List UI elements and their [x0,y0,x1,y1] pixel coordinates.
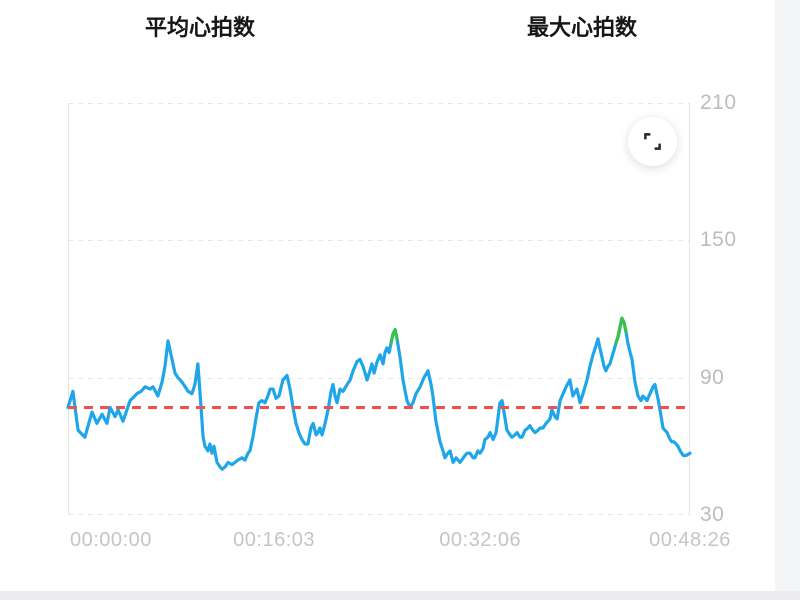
max-heart-rate-label: 最大心拍数 [527,15,638,40]
x-tick-label-0: 00:00:00 [70,529,152,551]
gridline-90 [68,377,690,379]
average-heart-rate-label: 平均心拍数 [145,15,256,40]
background-strip-bottom [0,591,800,600]
average-heart-rate-line [68,406,690,410]
heart-rate-chart-plot-area[interactable] [66,103,692,515]
peak-segment-2 [614,316,628,345]
gridline-210 [68,103,690,104]
peak-segment-1 [389,328,399,345]
background-strip-right [775,0,800,600]
x-tick-label-3: 00:48:26 [649,529,731,551]
heart-rate-line [66,316,692,471]
expand-icon [644,133,661,150]
axis-border-right [689,103,690,515]
y-tick-label-30: 30 [700,503,725,526]
axis-border-left [68,103,69,515]
y-tick-label-90: 90 [700,365,725,389]
heart-rate-series [66,316,692,471]
x-tick-label-1: 00:16:03 [233,529,316,551]
y-tick-label-150: 150 [700,228,737,252]
expand-button[interactable] [628,117,677,166]
x-axis: 00:00:00 00:16:03 00:32:06 00:48:26 [0,529,800,553]
x-tick-label-2: 00:32:06 [439,529,522,551]
y-tick-label-210: 210 [700,91,737,114]
gridline-150 [68,240,690,242]
gridline-30 [68,514,690,515]
